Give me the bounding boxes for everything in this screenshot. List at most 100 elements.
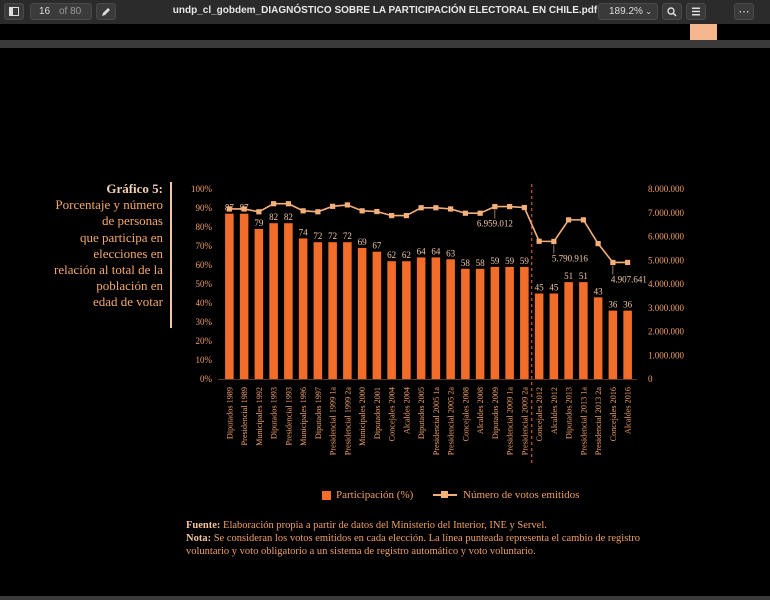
y-left-tick-label: 70%: [196, 241, 213, 251]
votes-point: [285, 201, 291, 207]
y-left-tick-label: 20%: [196, 336, 213, 346]
bar-value-label: 58: [461, 258, 471, 268]
bar-value-label: 67: [372, 241, 382, 251]
votes-line: [229, 202, 628, 264]
category-label: Concejales 2012: [535, 387, 544, 441]
menu-button[interactable]: [686, 3, 706, 20]
bar: [520, 266, 529, 379]
votes-point: [359, 208, 365, 214]
page-total: of 80: [59, 6, 82, 17]
chart-heading-line: que participa en: [79, 229, 163, 245]
bar: [343, 242, 352, 379]
bar-value-label: 72: [343, 231, 352, 241]
pdf-page: [0, 48, 770, 600]
annotate-button[interactable]: [96, 3, 116, 20]
bar: [387, 261, 396, 379]
category-label: Alcaldes 2016: [624, 387, 633, 434]
votes-point: [492, 203, 498, 210]
legend-line-marker: [441, 491, 448, 498]
y-right-tick-label: 0: [648, 374, 653, 384]
y-right-tick-label: 3.000.000: [648, 303, 685, 313]
category-label: Presidencial 1999 2a: [343, 387, 352, 456]
y-right-tick-label: 1.000.000: [648, 350, 685, 360]
category-label: Diputados 2001: [373, 387, 382, 439]
votes-point: [625, 259, 631, 266]
bar: [402, 261, 411, 379]
bar: [593, 297, 603, 379]
chart-heading-line: población en: [96, 278, 163, 294]
votes-point: [418, 205, 424, 211]
category-label: Presidencial 2005 1a: [432, 387, 441, 456]
bar-value-label: 69: [358, 237, 368, 247]
sidebar-toggle-button[interactable]: [4, 3, 24, 20]
y-right-tick-label: 2.000.000: [648, 327, 685, 337]
category-label: Diputados 1989: [225, 387, 234, 439]
votes-point: [521, 204, 527, 211]
bar: [549, 293, 559, 379]
page-current[interactable]: 16: [39, 6, 51, 17]
votes-point: [433, 205, 439, 211]
chart-heading-line: Porcentaje y número: [55, 197, 163, 213]
bar: [357, 247, 367, 379]
bar-value-label: 36: [608, 300, 618, 310]
category-label: Presidencial 2005 2a: [447, 387, 456, 456]
bar-value-label: 59: [505, 256, 515, 266]
bar-value-label: 45: [535, 283, 545, 293]
bar: [579, 282, 588, 379]
bar-value-label: 59: [490, 256, 500, 266]
annotation-label: 5.790.916: [552, 253, 589, 263]
more-button[interactable]: ⋯: [734, 3, 754, 20]
bar: [475, 268, 485, 379]
search-icon: [667, 7, 677, 17]
votes-point: [507, 203, 513, 210]
bar-value-label: 58: [476, 258, 486, 268]
bar-value-label: 62: [402, 250, 411, 260]
bar: [328, 242, 337, 379]
votes-point: [374, 208, 380, 215]
y-left-tick-label: 40%: [196, 298, 213, 308]
bar-value-label: 74: [299, 227, 309, 237]
category-label: Municipales 2000: [358, 387, 367, 446]
votes-point: [389, 213, 395, 219]
y-right-tick-label: 7.000.000: [648, 208, 685, 218]
bar-value-label: 36: [623, 300, 633, 310]
category-label: Alcaldes 2004: [402, 387, 411, 434]
search-button[interactable]: [662, 3, 682, 20]
category-label: Diputados 1993: [270, 387, 279, 439]
y-left-tick-label: 90%: [196, 203, 213, 213]
bar-value-label: 72: [328, 231, 337, 241]
category-label: Presidencial 2009 2a: [520, 387, 529, 456]
bar: [298, 238, 308, 379]
page-number-field[interactable]: 16 of 80: [30, 3, 92, 20]
bar: [313, 242, 323, 379]
votes-point: [477, 210, 483, 216]
category-label: Presidencial 2009 1a: [506, 387, 515, 456]
source-note: Fuente: Elaboración propia a partir de d…: [186, 519, 666, 532]
bar-value-label: 64: [417, 246, 427, 256]
zoom-select[interactable]: 189.2% ⌄: [598, 3, 658, 20]
more-icon: ⋯: [738, 6, 750, 18]
bar-value-label: 51: [564, 271, 573, 281]
sidebar-toggle-icon: [9, 7, 19, 16]
legend-line-label: Número de votos emitidos: [463, 489, 580, 501]
y-left-tick-label: 0%: [200, 374, 213, 384]
chevron-down-icon: ⌄: [645, 7, 652, 16]
category-label: Diputados 2013: [565, 387, 574, 439]
zoom-value: 189.2%: [609, 6, 643, 17]
bar-value-label: 82: [269, 212, 278, 222]
legend-bar-label: Participación (%): [336, 489, 414, 501]
y-left-tick-label: 80%: [196, 222, 213, 232]
category-label: Concejales 2016: [609, 387, 618, 441]
chart-heading: Gráfico 5: Porcentaje y número de person…: [0, 181, 163, 311]
votes-point: [226, 206, 232, 212]
bar: [490, 266, 500, 379]
votes-point: [462, 210, 468, 216]
bar-value-label: 63: [446, 248, 456, 258]
heading-accent-bar: [170, 182, 172, 328]
legend-bar-swatch: [322, 491, 331, 500]
bar-value-label: 82: [284, 212, 293, 222]
bar: [608, 310, 618, 379]
note-text: Se consideran los votos emitidos en cada…: [186, 533, 640, 557]
bar-value-label: 59: [520, 256, 530, 266]
